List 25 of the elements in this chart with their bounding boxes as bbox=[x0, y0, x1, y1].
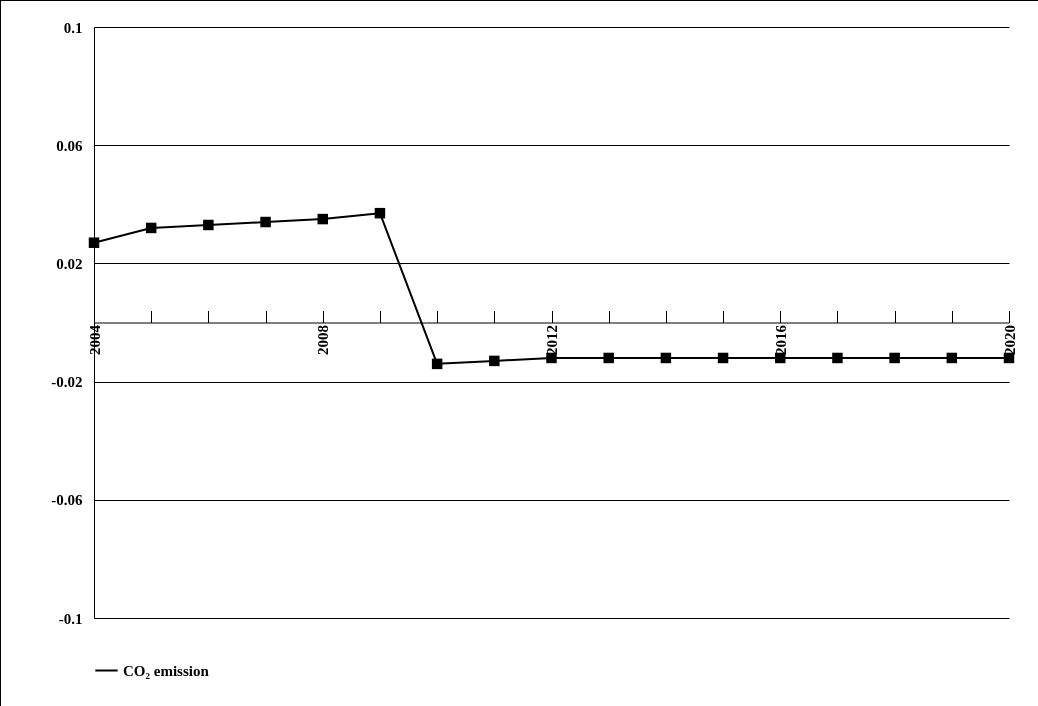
y-tick-label: -0.02 bbox=[51, 374, 83, 391]
y-tick-label: -0.1 bbox=[58, 610, 83, 627]
y-tick-label: 0.06 bbox=[56, 137, 83, 154]
x-tick-label: 2020 bbox=[1001, 325, 1018, 355]
point bbox=[374, 207, 386, 219]
point bbox=[489, 355, 500, 367]
point bbox=[717, 352, 729, 364]
point bbox=[603, 352, 614, 364]
point bbox=[946, 352, 958, 364]
point bbox=[832, 352, 843, 364]
y-tick-label: 0.02 bbox=[56, 255, 83, 272]
legend-label: CO₂ emission bbox=[123, 662, 210, 679]
point bbox=[317, 213, 328, 225]
point bbox=[203, 219, 214, 231]
x-tick-label: 2008 bbox=[315, 325, 332, 355]
y-tick-label: -0.06 bbox=[51, 492, 83, 509]
x-tick-label: 2012 bbox=[544, 325, 560, 355]
y-tick-label: 0.1 bbox=[63, 19, 83, 36]
point bbox=[88, 237, 100, 248]
x-tick-label: 2016 bbox=[772, 324, 789, 355]
point bbox=[431, 358, 443, 370]
point bbox=[889, 352, 900, 364]
point bbox=[145, 222, 157, 234]
point bbox=[260, 216, 271, 228]
point bbox=[660, 352, 672, 364]
